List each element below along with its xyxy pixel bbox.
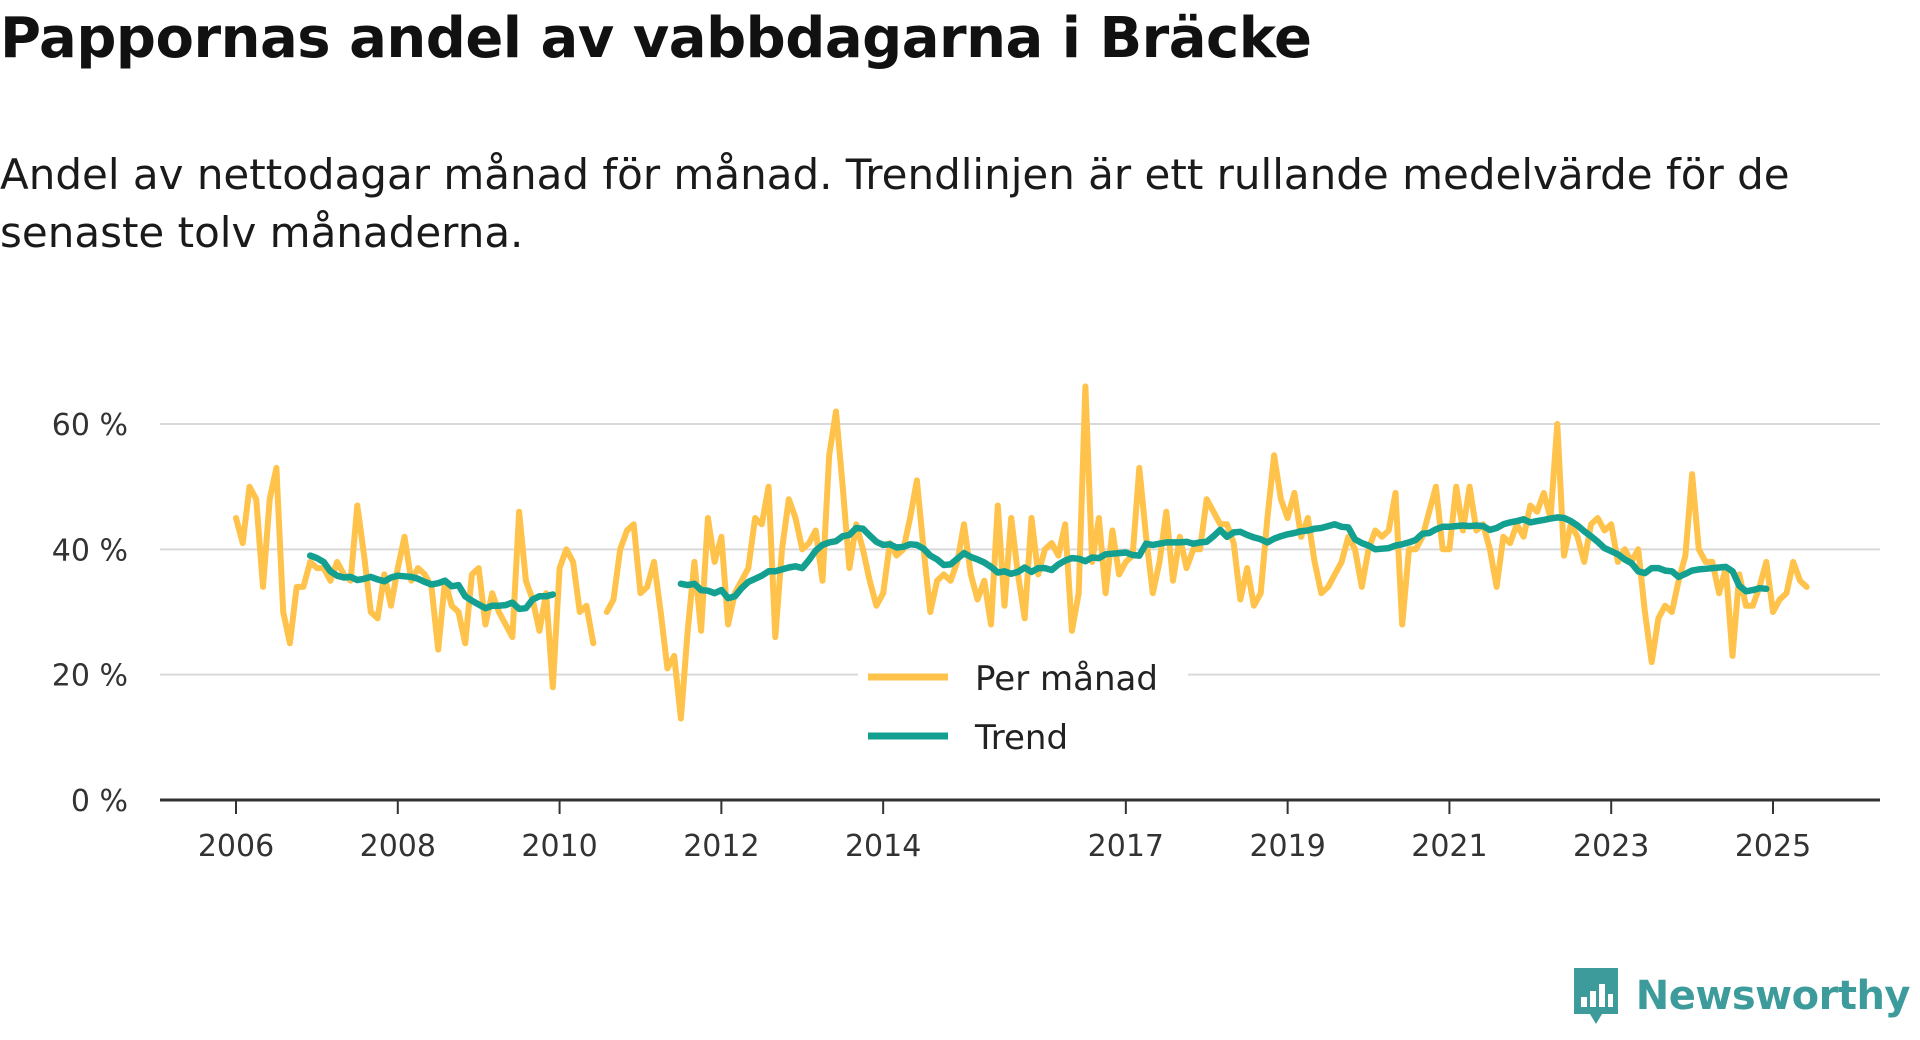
x-tick-label: 2014 (845, 829, 921, 864)
chart-subtitle: Andel av nettodagar månad för månad. Tre… (0, 150, 1790, 257)
x-tick-label: 2021 (1411, 829, 1487, 864)
x-tick-label: 2017 (1088, 829, 1164, 864)
y-tick-label: 40 % (52, 533, 128, 568)
x-tick-label: 2012 (683, 829, 759, 864)
line-chart: 0 % 20 % 40 % 60 % 2006 2008 2010 2012 2014 2017… (52, 383, 1880, 864)
legend-label-trend: Trend (974, 718, 1068, 758)
x-tick-label: 2023 (1573, 829, 1649, 864)
legend-label-per-manad: Per månad (975, 659, 1158, 699)
trend-line (677, 514, 1770, 602)
newsworthy-logo: Newsworthy (1570, 964, 1911, 1028)
trend-line (306, 552, 557, 613)
brand-name: Newsworthy (1635, 973, 1911, 1019)
series-lines (233, 383, 1810, 722)
y-tick-label: 20 % (52, 659, 128, 694)
x-tick-label: 2025 (1735, 829, 1811, 864)
x-tick-label: 2008 (360, 829, 436, 864)
legend: Per månad Trend (858, 652, 1188, 764)
legend-background (858, 652, 1188, 764)
monthly-line (233, 464, 597, 691)
x-tick-label: 2006 (198, 829, 274, 864)
newsworthy-icon (1573, 968, 1618, 1024)
x-tick-label: 2019 (1249, 829, 1325, 864)
x-tick-label: 2010 (521, 829, 597, 864)
y-tick-label: 0 % (71, 784, 128, 819)
monthly-line (603, 383, 1810, 722)
y-tick-label: 60 % (52, 408, 128, 443)
x-axis: 2006 2008 2010 2012 2014 2017 2019 2021 2023 2025 (160, 798, 1880, 864)
chart-title: Pappornas andel av vabbdagarna i Bräcke (0, 6, 1312, 71)
